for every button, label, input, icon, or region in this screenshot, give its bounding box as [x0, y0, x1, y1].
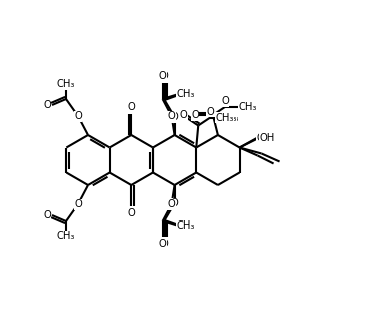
Text: O: O	[159, 71, 166, 81]
Text: O: O	[168, 199, 176, 209]
Text: CH₃: CH₃	[220, 112, 238, 122]
Text: O: O	[168, 111, 176, 121]
Text: CH₃: CH₃	[57, 231, 75, 241]
Text: O: O	[206, 107, 214, 117]
Text: CH₃: CH₃	[176, 90, 195, 100]
Text: O: O	[161, 71, 168, 81]
Text: CH₃: CH₃	[176, 221, 195, 231]
Text: O: O	[43, 100, 51, 110]
Text: CH₃: CH₃	[218, 112, 236, 122]
Text: CH₃: CH₃	[176, 220, 195, 230]
Text: O: O	[127, 208, 135, 218]
Text: OH: OH	[260, 132, 275, 143]
Text: O: O	[171, 198, 179, 208]
Text: O: O	[161, 239, 168, 249]
Text: O: O	[191, 110, 199, 120]
Text: O: O	[179, 109, 187, 119]
Text: O: O	[43, 210, 51, 220]
Text: OH: OH	[257, 132, 272, 143]
Text: O: O	[159, 239, 166, 249]
Text: O: O	[74, 199, 82, 209]
Text: CH₃: CH₃	[215, 112, 233, 122]
Text: CH₃: CH₃	[57, 79, 75, 89]
Text: O: O	[221, 96, 229, 106]
Text: CH₃: CH₃	[239, 102, 257, 112]
Text: CH₃: CH₃	[176, 89, 195, 99]
Text: O: O	[206, 107, 214, 117]
Text: O: O	[171, 112, 179, 122]
Text: O: O	[127, 102, 135, 112]
Text: O: O	[74, 111, 82, 121]
